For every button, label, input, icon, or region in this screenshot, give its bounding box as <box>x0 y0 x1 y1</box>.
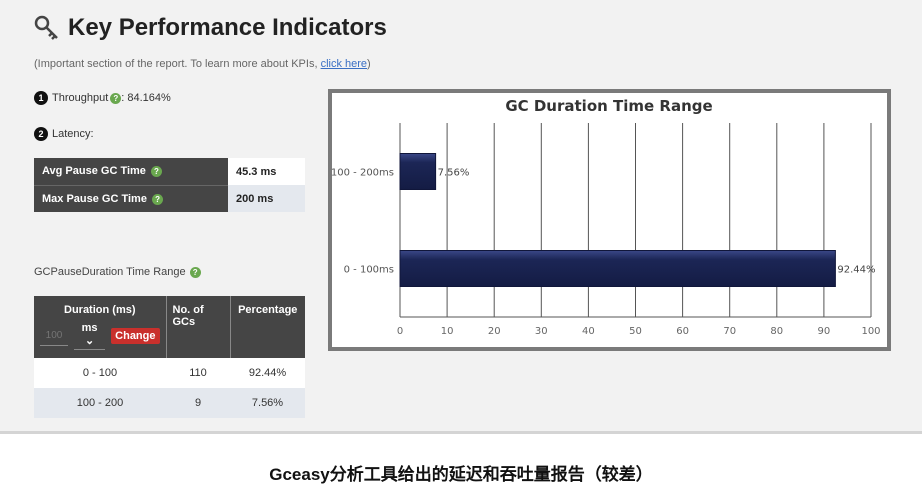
x-tick-label: 20 <box>488 326 501 337</box>
help-icon[interactable]: ? <box>152 193 164 205</box>
unit-value: ms <box>81 322 98 334</box>
duration-interval-input[interactable] <box>40 326 68 346</box>
section-title: Key Performance Indicators <box>34 14 387 42</box>
max-pause-value: 200 ms <box>228 185 305 212</box>
chart-svg: GC Duration Time Range 0 10 20 30 40 50 60 70 80… <box>332 97 881 337</box>
chevron-down-icon: ⌄ <box>84 335 95 347</box>
bar <box>399 250 836 287</box>
click-here-link[interactable]: click here <box>320 58 368 70</box>
latency-table: Avg Pause GC Time ? 45.3 ms Max Pause GC… <box>34 158 305 212</box>
table-row: 0 - 100 110 92.44% <box>34 358 305 388</box>
change-button[interactable]: Change <box>111 328 160 344</box>
range-cell: 100 - 200 <box>34 388 166 418</box>
section-subtitle: (Important section of the report. To lea… <box>34 58 371 70</box>
max-pause-label-text: Max Pause GC Time <box>42 192 147 205</box>
subtitle-suffix: ) <box>367 58 371 70</box>
table-row: 100 - 200 9 7.56% <box>34 388 305 418</box>
table-row: Max Pause GC Time ? 200 ms <box>34 185 305 212</box>
gc-pause-duration-text: GCPauseDuration Time Range <box>34 266 186 278</box>
kpi-latency: 2 Latency: <box>34 127 94 141</box>
x-tick-label: 0 <box>397 326 403 337</box>
x-tick-label: 80 <box>770 326 783 337</box>
range-cell: 0 - 100 <box>34 358 166 388</box>
kpi-number-badge: 2 <box>34 127 48 141</box>
x-tick-label: 10 <box>441 326 454 337</box>
kpi-throughput: 1 Throughput ? : 84.164% <box>34 91 171 105</box>
duration-controls: ms ⌄ Change <box>40 322 160 350</box>
duration-table: Duration (ms) ms ⌄ Change No. of GCs Per… <box>34 296 305 418</box>
duration-header: Duration (ms) ms ⌄ Change <box>34 296 167 358</box>
category-label: 100 - 200ms <box>332 168 394 179</box>
x-tick-label: 70 <box>723 326 736 337</box>
pct-cell: 92.44% <box>230 358 305 388</box>
gc-count-header: No. of GCs <box>166 296 231 358</box>
avg-pause-label-text: Avg Pause GC Time <box>42 165 146 178</box>
avg-pause-value: 45.3 ms <box>228 158 305 185</box>
kpi-panel: Key Performance Indicators (Important se… <box>0 0 922 434</box>
help-icon[interactable]: ? <box>189 266 201 278</box>
gc-duration-chart: GC Duration Time Range 0 10 20 30 40 50 60 70 80… <box>328 89 891 351</box>
percentage-header: Percentage <box>230 296 305 358</box>
avg-pause-label: Avg Pause GC Time ? <box>34 158 228 186</box>
throughput-value: : 84.164% <box>121 92 171 104</box>
count-cell: 9 <box>166 388 230 418</box>
data-label: 7.56% <box>438 168 470 179</box>
chart-title: GC Duration Time Range <box>505 97 712 115</box>
table-header-row: Duration (ms) ms ⌄ Change No. of GCs Per… <box>34 296 305 358</box>
duration-header-label: Duration (ms) <box>64 304 136 316</box>
subtitle-text: (Important section of the report. To lea… <box>34 58 321 70</box>
kpi-number-badge: 1 <box>34 91 48 105</box>
x-tick-label: 50 <box>629 326 642 337</box>
x-tick-label: 60 <box>676 326 689 337</box>
throughput-label: Throughput <box>52 92 109 104</box>
category-label: 0 - 100ms <box>344 265 394 276</box>
help-icon[interactable]: ? <box>110 92 122 104</box>
pct-cell: 7.56% <box>230 388 305 418</box>
x-tick-label: 90 <box>818 326 831 337</box>
table-row: Avg Pause GC Time ? 45.3 ms <box>34 158 305 186</box>
keys-icon <box>34 15 58 40</box>
data-label: 92.44% <box>837 265 875 276</box>
max-pause-label: Max Pause GC Time ? <box>34 185 228 212</box>
help-icon[interactable]: ? <box>151 166 162 178</box>
bar <box>399 153 437 190</box>
x-tick-label: 40 <box>582 326 595 337</box>
unit-select[interactable]: ms ⌄ <box>74 322 106 350</box>
page-title: Key Performance Indicators <box>68 14 387 41</box>
x-tick-label: 100 <box>861 326 880 337</box>
latency-label: Latency: <box>52 128 94 140</box>
count-cell: 110 <box>166 358 230 388</box>
gc-pause-duration-label: GCPauseDuration Time Range ? <box>34 266 201 278</box>
figure-caption: Gceasy分析工具给出的延迟和吞吐量报告（较差） <box>269 465 653 484</box>
x-tick-label: 30 <box>535 326 548 337</box>
